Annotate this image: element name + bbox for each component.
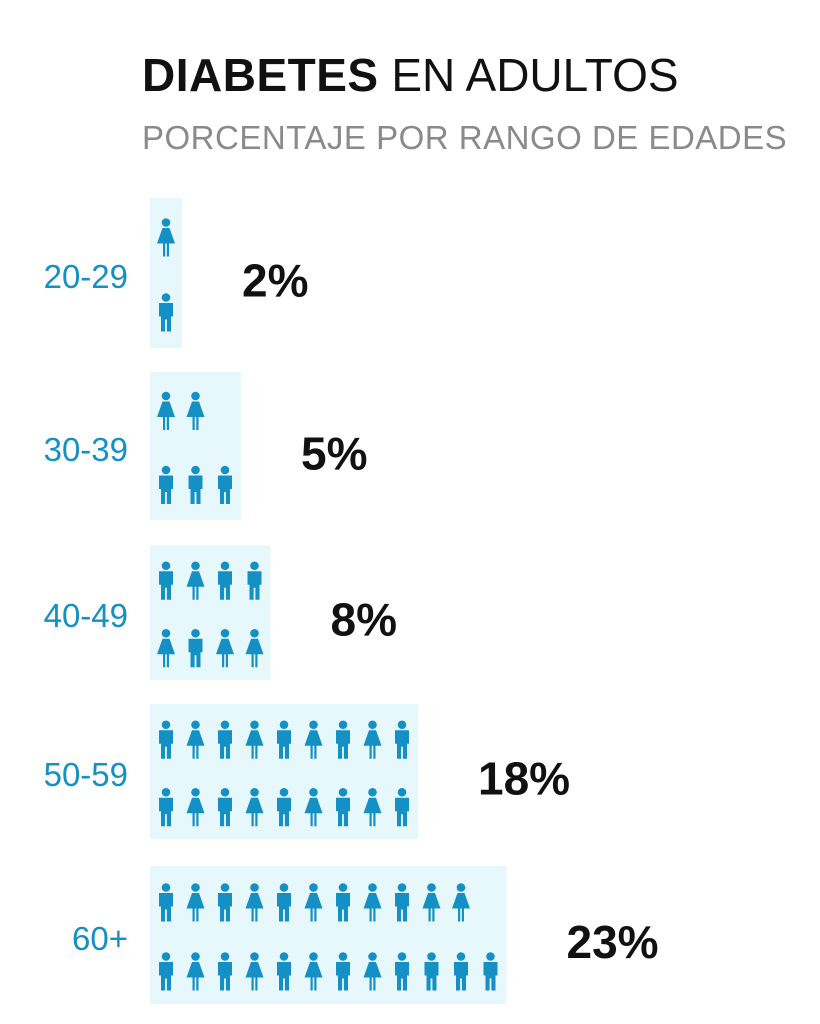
- percent-label: 23%: [567, 916, 659, 968]
- percent-label: 2%: [242, 255, 308, 307]
- chart-rows: 20-29 2% 30-39 5% 40-49 8% 50-59 18% 60+ 23%: [44, 198, 659, 1004]
- age-row-40-49: 40-49 8%: [44, 545, 397, 680]
- age-label: 40-49: [44, 597, 128, 634]
- chart-title: DIABETES EN ADULTOS: [142, 50, 679, 100]
- title-rest: EN ADULTOS: [378, 49, 679, 101]
- age-row-20-29: 20-29 2%: [44, 198, 308, 348]
- age-label: 50-59: [44, 756, 128, 793]
- age-row-60+: 60+ 23%: [72, 866, 659, 1004]
- title-bold: DIABETES: [142, 49, 379, 101]
- chart-subtitle: PORCENTAJE POR RANGO DE EDADES: [142, 119, 788, 156]
- percent-label: 5%: [301, 427, 367, 479]
- bar-panel: [150, 866, 507, 1004]
- age-row-50-59: 50-59 18%: [44, 704, 570, 839]
- age-row-30-39: 30-39 5%: [44, 372, 367, 520]
- age-label: 30-39: [44, 431, 128, 468]
- age-label: 60+: [72, 920, 128, 957]
- percent-label: 8%: [331, 593, 397, 645]
- percent-label: 18%: [478, 752, 570, 804]
- bar-panel: [150, 545, 271, 680]
- age-label: 20-29: [44, 258, 128, 295]
